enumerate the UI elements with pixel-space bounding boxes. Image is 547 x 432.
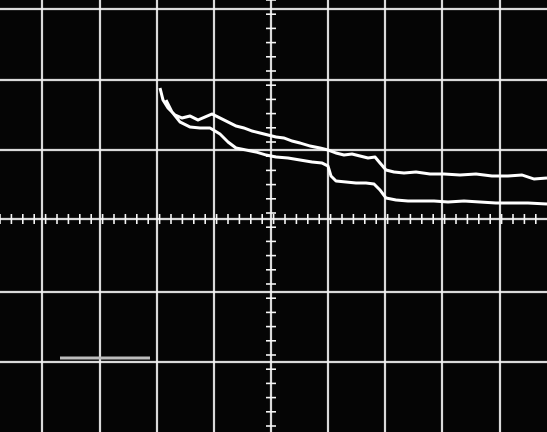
oscilloscope-screen bbox=[0, 0, 547, 432]
